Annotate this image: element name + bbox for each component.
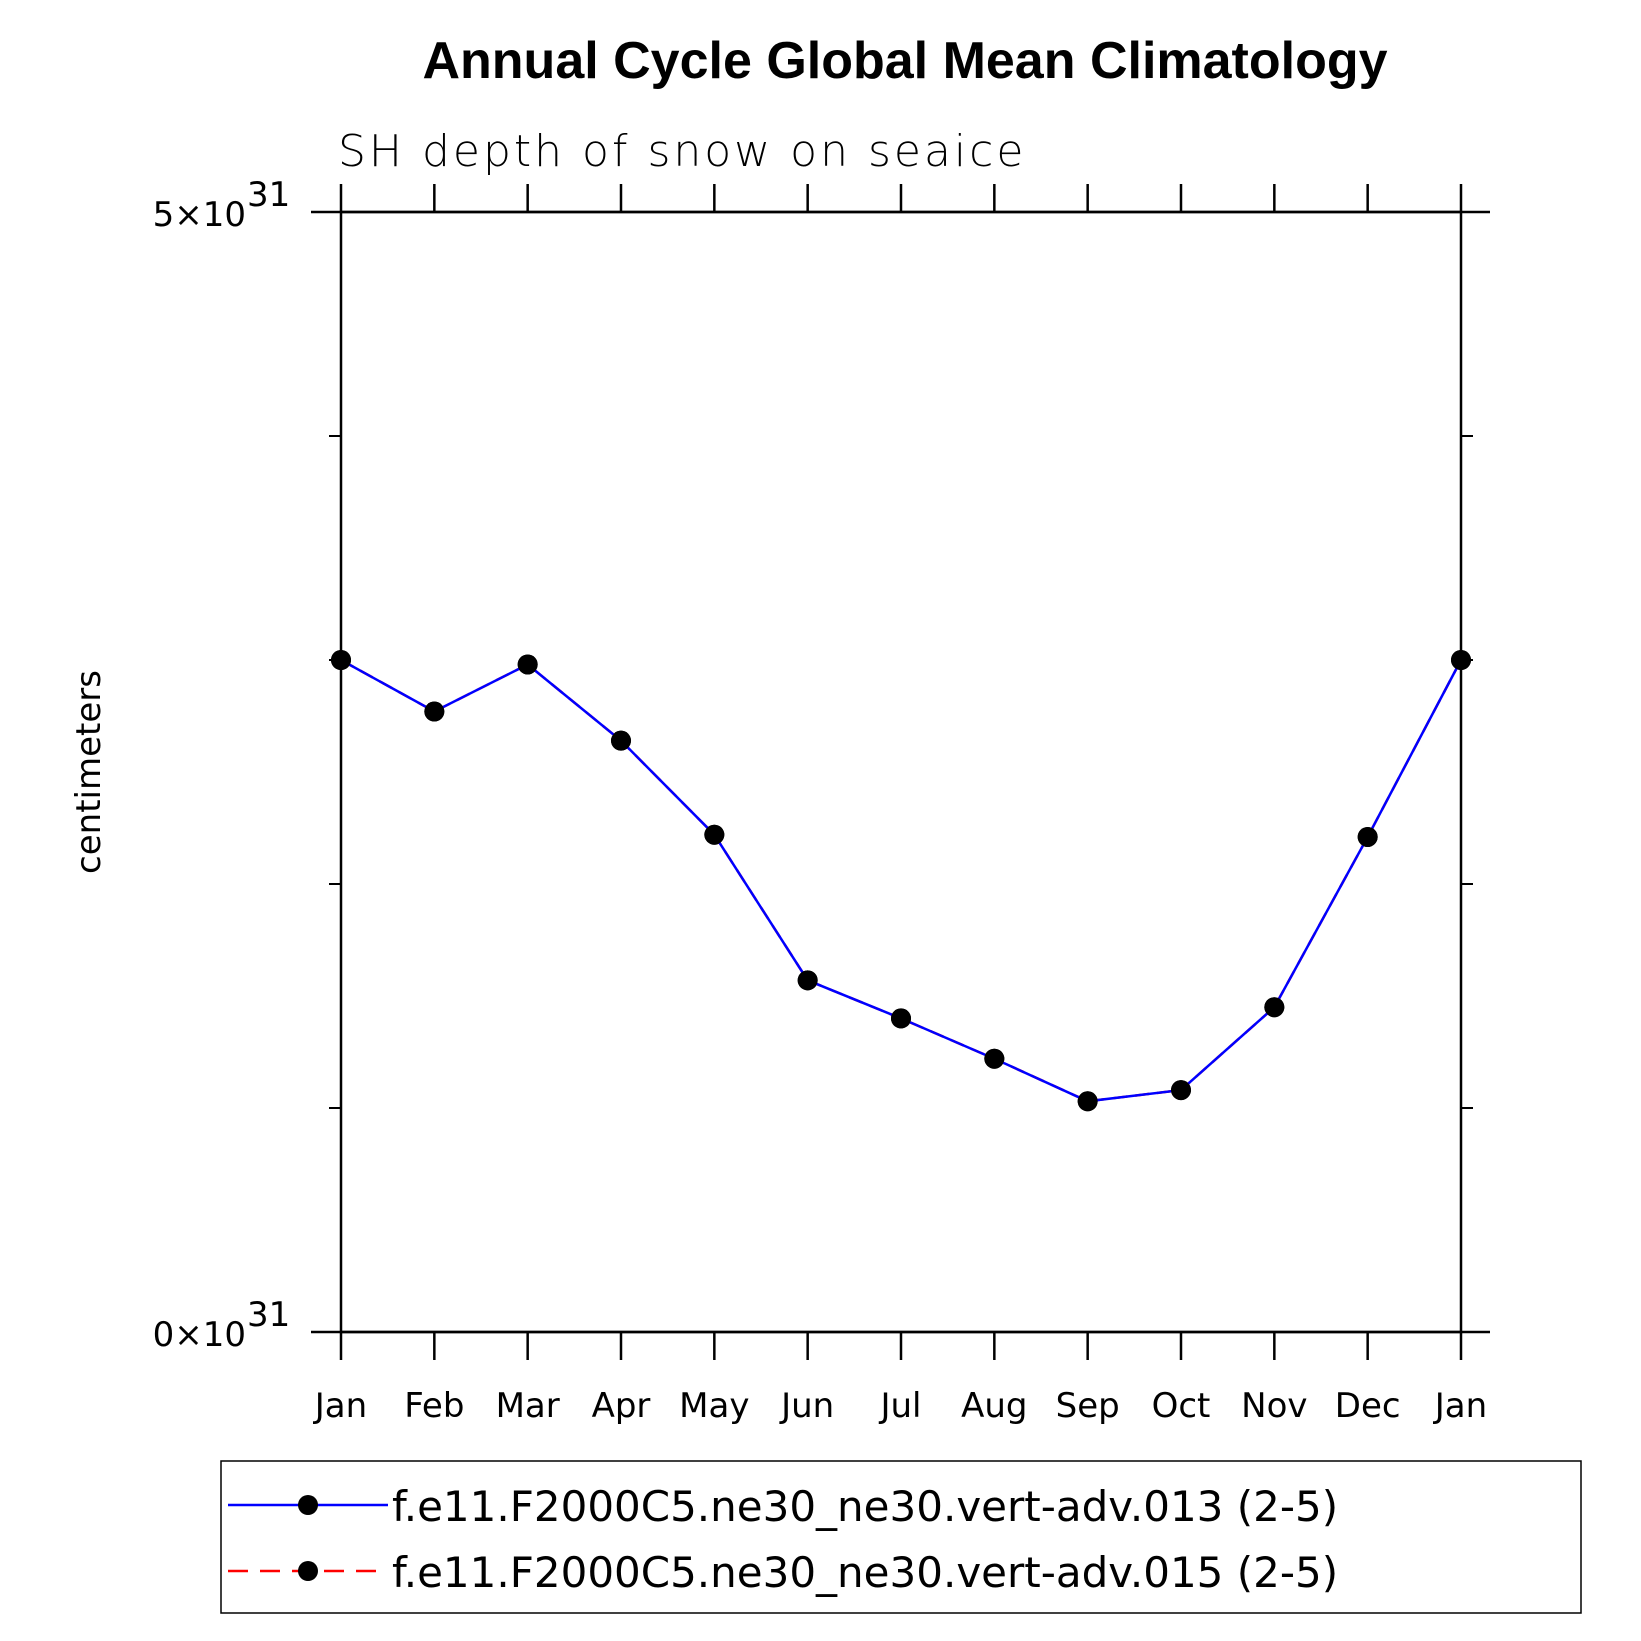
legend: f.e11.F2000C5.ne30_ne30.vert-adv.013 (2-… xyxy=(228,1482,1338,1597)
data-point xyxy=(1171,1080,1191,1101)
series-line xyxy=(340,658,1463,1103)
axis-ticks xyxy=(329,184,1473,1360)
x-tick-label: Jan xyxy=(1433,1386,1487,1426)
x-tick-label: Dec xyxy=(1335,1386,1401,1426)
data-point xyxy=(984,1048,1005,1069)
data-point xyxy=(704,824,725,845)
x-tick-label: May xyxy=(679,1386,749,1426)
legend-box xyxy=(220,1460,1582,1614)
legend-label: f.e11.F2000C5.ne30_ne30.vert-adv.013 (2-… xyxy=(392,1482,1338,1531)
legend-marker xyxy=(298,1561,318,1581)
x-tick-label: Aug xyxy=(961,1386,1027,1426)
x-tick-label: Feb xyxy=(404,1386,464,1426)
data-point xyxy=(1451,650,1471,670)
data-point xyxy=(517,654,538,675)
x-tick-label: Nov xyxy=(1241,1386,1307,1426)
x-tick-label: Oct xyxy=(1152,1386,1211,1426)
x-tick-label: Jan xyxy=(313,1386,367,1426)
y-tick-exponent: 31 xyxy=(247,1295,290,1335)
x-tick-label: Jun xyxy=(779,1386,834,1426)
data-point xyxy=(331,650,351,670)
legend-label: f.e11.F2000C5.ne30_ne30.vert-adv.015 (2-… xyxy=(392,1548,1338,1597)
y-axis-label: centimeters xyxy=(69,670,109,874)
data-point xyxy=(611,730,631,751)
data-point xyxy=(891,1008,911,1029)
y-tick-labels: 0×10 315×10 31 xyxy=(153,175,291,1355)
data-point xyxy=(1357,826,1378,847)
data-point xyxy=(1264,997,1285,1018)
series-line xyxy=(340,658,1463,1103)
chart-title: Annual Cycle Global Mean Climatology xyxy=(422,32,1387,90)
plot-frame xyxy=(339,210,1463,1334)
chart-subtitle: SH depth of snow on seaice xyxy=(338,126,1026,177)
y-tick-label: 0×10 xyxy=(153,1315,246,1355)
x-tick-label: Mar xyxy=(496,1386,560,1426)
y-tick-label: 5×10 xyxy=(153,195,246,235)
data-point xyxy=(424,701,445,722)
x-tick-label: Apr xyxy=(592,1386,651,1426)
data-point xyxy=(797,970,818,991)
legend-marker xyxy=(298,1495,318,1515)
series-layer xyxy=(331,650,1471,1112)
y-tick-exponent: 31 xyxy=(247,175,290,215)
x-tick-label: Jul xyxy=(878,1386,921,1426)
data-point xyxy=(1077,1091,1098,1112)
x-tick-label: Sep xyxy=(1056,1386,1120,1426)
x-tick-labels: Jan Feb Mar Apr May Jun Jul Aug Sep Oct Nov Dec Jan xyxy=(313,1386,1487,1426)
